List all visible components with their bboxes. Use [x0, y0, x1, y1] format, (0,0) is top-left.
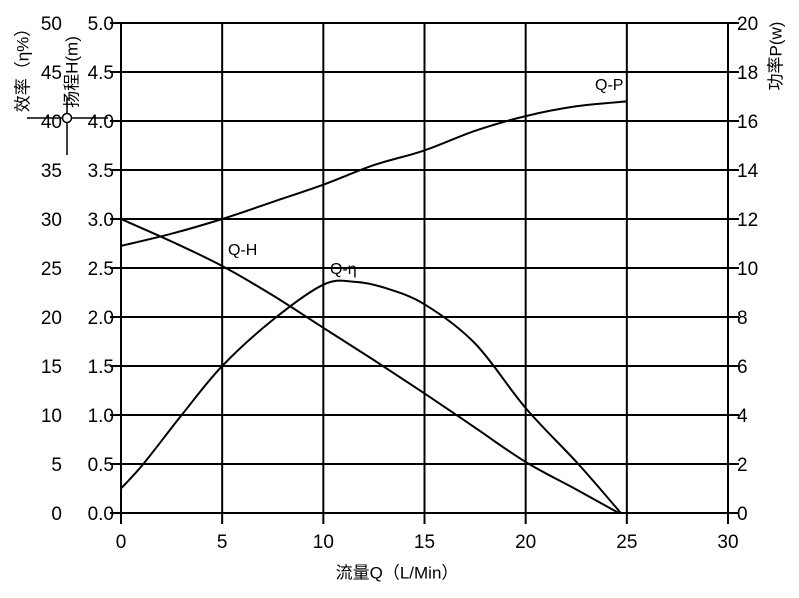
efficiency-tick-label: 20 [41, 308, 62, 329]
x-tick-label: 10 [313, 532, 334, 553]
head-tick-label: 3.5 [88, 161, 114, 182]
head-tick-label: 4.5 [88, 63, 114, 84]
efficiency-tick-label: 5 [51, 455, 62, 476]
power-tick-label: 20 [737, 14, 758, 35]
left-axis-title-head: 扬程H(m) [62, 36, 82, 108]
head-tick-label: 2.5 [88, 259, 114, 280]
power-tick-label: 18 [737, 63, 758, 84]
power-tick-label: 6 [737, 357, 748, 378]
efficiency-tick-label: 15 [41, 357, 62, 378]
axis-ticks [110, 22, 739, 524]
right-axis-title-power: 功率P(w) [766, 21, 786, 91]
power-tick-label: 10 [737, 259, 758, 280]
x-tick-label: 15 [414, 532, 435, 553]
axis-tick-labels: 0 5 10 15 20 25 300 0.0 05 0.5 210 1.0 415 1.5 620 2.0 8… [41, 14, 759, 553]
curve-q-p [120, 100, 627, 247]
efficiency-tick-label: 45 [41, 63, 62, 84]
head-tick-label: 0.5 [88, 455, 114, 476]
head-tick-label: 1.5 [88, 357, 114, 378]
x-tick-label: 0 [116, 532, 127, 553]
data-curves [120, 100, 627, 514]
head-tick-label: 3.0 [88, 210, 114, 231]
x-axis-title-flow: 流量Q（L/Min） [335, 563, 459, 583]
efficiency-tick-label: 40 [41, 112, 62, 133]
curve-q-h [120, 218, 620, 514]
x-tick-label: 5 [217, 532, 228, 553]
grid-lines [120, 22, 729, 514]
power-tick-label: 12 [737, 210, 758, 231]
power-tick-label: 8 [737, 308, 748, 329]
curve-label-qh: Q-H [228, 242, 258, 259]
efficiency-tick-label: 25 [41, 259, 62, 280]
power-tick-label: 4 [737, 406, 748, 427]
efficiency-tick-label: 0 [51, 504, 62, 525]
left-axis-title-efficiency: 效率（η%） [13, 19, 33, 113]
x-tick-label: 20 [515, 532, 536, 553]
crosshair-marker [27, 98, 108, 155]
power-tick-label: 2 [737, 455, 748, 476]
power-tick-label: 0 [737, 504, 748, 525]
efficiency-tick-label: 35 [41, 161, 62, 182]
efficiency-tick-label: 30 [41, 210, 62, 231]
efficiency-tick-label: 50 [41, 14, 62, 35]
head-tick-label: 0.0 [88, 504, 114, 525]
head-tick-label: 4.0 [88, 112, 114, 133]
x-tick-label: 25 [616, 532, 637, 553]
x-tick-label: 30 [717, 532, 738, 553]
curve-q- [120, 279, 622, 514]
curve-label-qp: Q-P [595, 77, 624, 94]
head-tick-label: 1.0 [88, 406, 114, 427]
curve-label-qeta: Q-η [330, 261, 357, 278]
head-tick-label: 5.0 [88, 14, 114, 35]
head-tick-label: 2.0 [88, 308, 114, 329]
power-tick-label: 16 [737, 112, 758, 133]
efficiency-tick-label: 10 [41, 406, 62, 427]
power-tick-label: 14 [737, 161, 759, 182]
